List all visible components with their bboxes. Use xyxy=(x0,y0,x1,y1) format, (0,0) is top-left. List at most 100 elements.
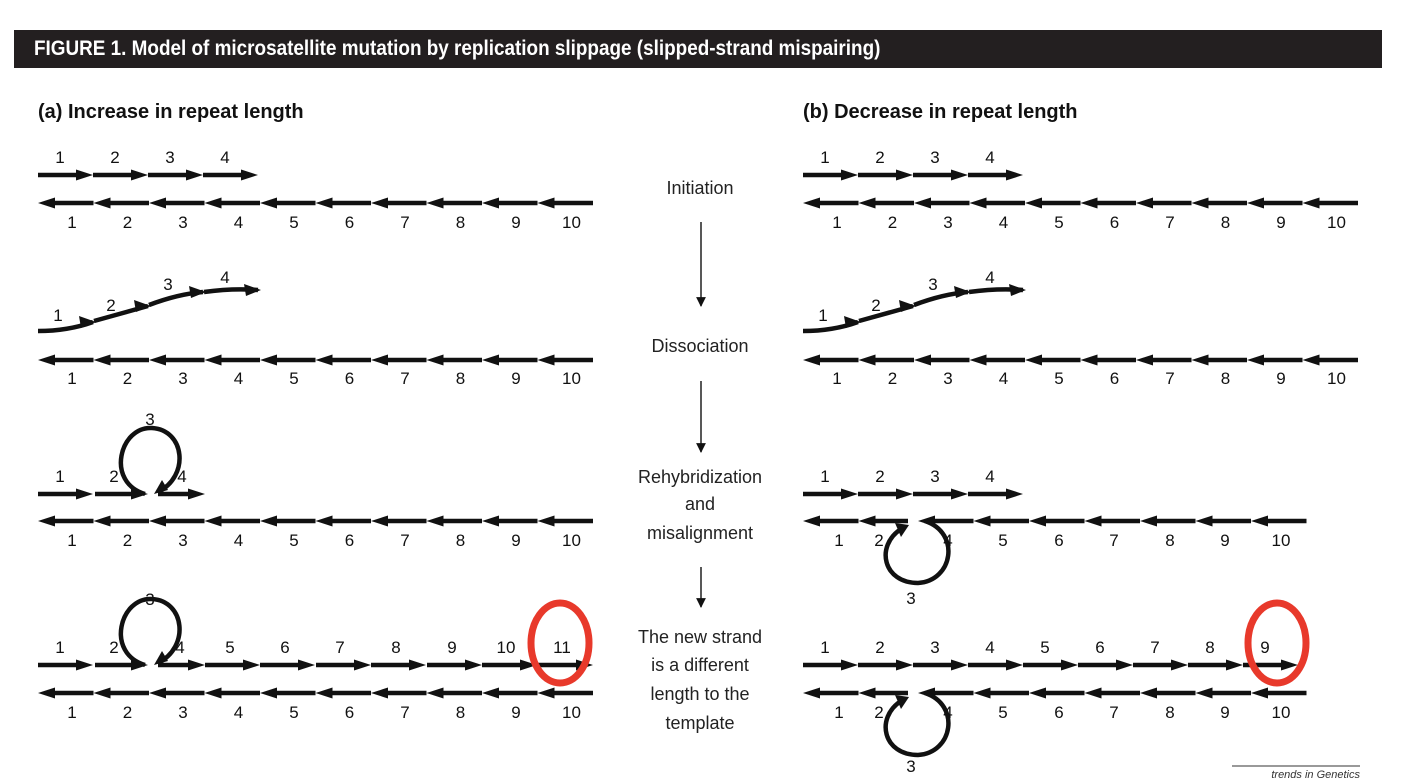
b-row4-new-label-4: 4 xyxy=(985,638,994,657)
b-row3-template-unit-7 xyxy=(1084,515,1140,527)
a-row4-new-label-10: 10 xyxy=(497,638,516,657)
a-row1-template-unit-2 xyxy=(93,197,149,209)
step-2-line-1: Dissociation xyxy=(651,336,748,356)
a-row4-template-unit-6-head xyxy=(315,687,333,699)
a-row2-dissoc-head-3 xyxy=(189,286,206,298)
b-row1-template-label-4: 4 xyxy=(999,213,1008,232)
b-row2-template-label-7: 7 xyxy=(1165,369,1174,388)
b-row4-template-label-6: 6 xyxy=(1054,703,1063,722)
a-row1-new-unit-4-head xyxy=(241,169,258,181)
step-4-line-1: The new strand xyxy=(638,627,762,647)
b-row1-template-unit-9 xyxy=(1247,197,1303,209)
a-row4-new-unit-8 xyxy=(371,659,426,671)
a-row4-template-unit-9 xyxy=(482,687,538,699)
b-row3-template-unit-8 xyxy=(1140,515,1196,527)
b-row4-new-label-7: 7 xyxy=(1150,638,1159,657)
b-row3-template-label-4: 4 xyxy=(943,531,952,550)
a-row1-template-unit-6 xyxy=(315,197,371,209)
a-row1-new-label-1: 1 xyxy=(55,148,64,167)
a-row4-new-label-7: 7 xyxy=(335,638,344,657)
b-row4-template-label-1: 1 xyxy=(834,703,843,722)
b-row1-template-unit-2-head xyxy=(858,197,876,209)
b-row1-template-unit-7 xyxy=(1136,197,1192,209)
a-row1-template-label-9: 9 xyxy=(511,213,520,232)
b-row4-new-label-8: 8 xyxy=(1205,638,1214,657)
b-row3-new-label-3: 3 xyxy=(930,467,939,486)
b-row4-new-label-5: 5 xyxy=(1040,638,1049,657)
b-row1-template-label-10: 10 xyxy=(1327,213,1346,232)
b-row3-new-unit-4 xyxy=(968,488,1023,500)
b-row3-loop-label: 3 xyxy=(906,589,915,608)
b-row4-new-unit-2-head xyxy=(896,659,913,671)
a-row4-template-label-3: 3 xyxy=(178,703,187,722)
b-row2-template-unit-10-head xyxy=(1302,354,1320,366)
b-row2-dissoc-label-1: 1 xyxy=(818,306,827,325)
a-row3-new-strand xyxy=(38,488,205,500)
a-row3-template-unit-3-head xyxy=(149,515,166,527)
a-row1-template-unit-4-head xyxy=(204,197,222,209)
a-row2-template-unit-2 xyxy=(93,354,149,366)
b-row3-new-unit-2 xyxy=(858,488,913,500)
a-row1-template-unit-10 xyxy=(537,197,593,209)
a-row3-loop-head xyxy=(154,480,168,494)
b-row1-template-label-9: 9 xyxy=(1276,213,1285,232)
b-row4-new-unit-5-head xyxy=(1061,659,1078,671)
a-row1-new-unit-2 xyxy=(93,169,148,181)
a-row4-template-label-7: 7 xyxy=(400,703,409,722)
b-row4-template-unit-2-head xyxy=(858,687,876,699)
a-row2-dissoc-head-1 xyxy=(79,316,96,328)
a-row4-new-unit-4-head xyxy=(188,659,205,671)
b-row2-template-unit-4-head xyxy=(969,354,987,366)
b-row3-template-strand xyxy=(803,515,1307,527)
a-row4-template-label-10: 10 xyxy=(562,703,581,722)
a-row4-template-unit-3 xyxy=(149,687,205,699)
b-row1-template-unit-5 xyxy=(1025,197,1081,209)
a-row4-template-label-6: 6 xyxy=(345,703,354,722)
b-row3-template-unit-1-head xyxy=(803,515,820,527)
b-row3-template-unit-10 xyxy=(1251,515,1307,527)
a-row3-template-unit-7 xyxy=(371,515,427,527)
b-row2-template-label-5: 5 xyxy=(1054,369,1063,388)
b-row3-new-label-1: 1 xyxy=(820,467,829,486)
a-row4-new-label-9: 9 xyxy=(447,638,456,657)
a-row4-new-unit-8-head xyxy=(409,659,426,671)
a-row3-template-label-6: 6 xyxy=(345,531,354,550)
b-row2-dissoc-head-4 xyxy=(1009,284,1026,296)
a-row2-template-label-6: 6 xyxy=(345,369,354,388)
a-row4-template-unit-5-head xyxy=(260,687,277,699)
b-row3-template-unit-2-head xyxy=(858,515,876,527)
a-row1-template-unit-1-head xyxy=(38,197,55,209)
a-row3-template-unit-6-head xyxy=(315,515,333,527)
panel-b-title: (b) Decrease in repeat length xyxy=(803,101,1078,123)
b-row2-template-unit-1 xyxy=(803,354,859,366)
b-row1-template-unit-4-head xyxy=(969,197,987,209)
b-row1-template-unit-2 xyxy=(858,197,914,209)
b-row1-new-strand xyxy=(803,169,1023,181)
a-row1-template-unit-4 xyxy=(204,197,260,209)
b-row4-new-label-6: 6 xyxy=(1095,638,1104,657)
b-row2-template-unit-7 xyxy=(1136,354,1192,366)
a-row4-new-label-11: 11 xyxy=(553,638,571,657)
step-4-line-3: length to the xyxy=(650,684,749,704)
a-row2-template-unit-7 xyxy=(371,354,427,366)
b-row2-dissoc-head-3 xyxy=(954,286,971,298)
b-row4-template-unit-1 xyxy=(803,687,859,699)
a-row3-template-unit-5-head xyxy=(260,515,277,527)
a-row3-template-label-2: 2 xyxy=(123,531,132,550)
b-row4-new-unit-7 xyxy=(1133,659,1188,671)
a-row1-template-label-1: 1 xyxy=(67,213,76,232)
b-row1-template-unit-9-head xyxy=(1247,197,1264,209)
b-row4-new-label-1: 1 xyxy=(820,638,829,657)
b-row2-template-label-8: 8 xyxy=(1221,369,1230,388)
a-row1-template-unit-9 xyxy=(482,197,538,209)
b-row3-template-unit-5 xyxy=(973,515,1029,527)
b-row2-template-unit-4 xyxy=(969,354,1025,366)
b-row2-template-unit-3 xyxy=(914,354,970,366)
a-row4-new-unit-1-head xyxy=(76,659,93,671)
b-row4-new-unit-2 xyxy=(858,659,913,671)
b-row3-new-unit-4-head xyxy=(1006,488,1023,500)
b-row4-template-unit-10-head xyxy=(1251,687,1268,699)
a-row2-template-label-2: 2 xyxy=(123,369,132,388)
a-row4-new-strand xyxy=(38,659,593,671)
a-row1-template-label-8: 8 xyxy=(456,213,465,232)
